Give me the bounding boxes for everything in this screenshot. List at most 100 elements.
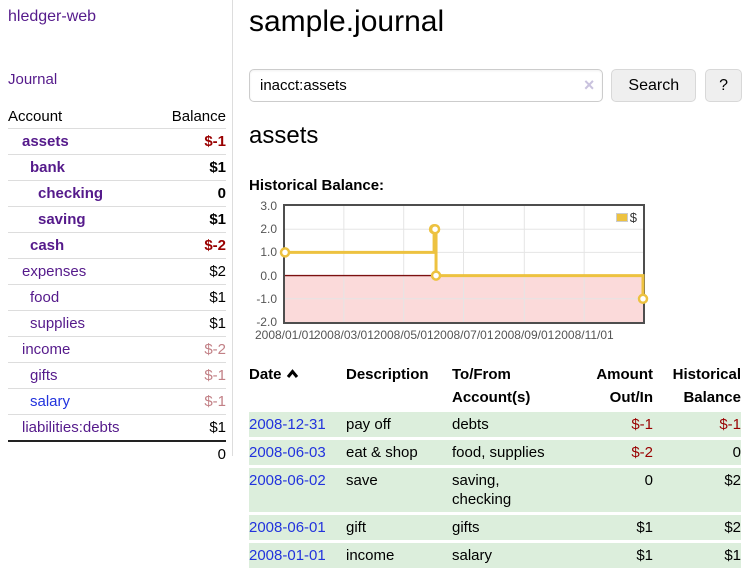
account-link[interactable]: supplies: [30, 315, 86, 332]
transaction-balance: $1: [653, 543, 741, 568]
register-header-accounts: To/From Account(s): [452, 366, 531, 406]
y-axis-tick-label: 1.0: [260, 245, 277, 260]
account-row: gifts $-1: [8, 363, 226, 389]
transaction-amount: $1: [580, 543, 653, 568]
account-balance: $1: [209, 315, 226, 332]
transaction-date-link[interactable]: 2008-06-03: [249, 444, 326, 461]
x-axis-tick-label: 2008/09/01: [494, 328, 555, 342]
transaction-description: income: [346, 543, 452, 568]
x-axis-tick-label: 2008/05/01: [373, 328, 434, 342]
account-row: income $-2: [8, 337, 226, 363]
search-form: × Search ?: [249, 69, 742, 102]
search-input-wrap: ×: [249, 69, 604, 102]
register-header-row: Date Description To/From Account(s) Amou…: [249, 363, 741, 409]
account-balance: $1: [209, 419, 226, 436]
transaction-amount: $1: [580, 515, 653, 540]
accounts-header-account: Account: [8, 108, 63, 125]
search-input[interactable]: [249, 69, 604, 102]
transaction-description: save: [346, 468, 452, 512]
register-header-balance: Historical Balance: [672, 366, 741, 406]
y-axis-tick-label: 0.0: [260, 268, 277, 283]
transaction-amount: $-2: [580, 440, 653, 465]
accounts-table-header: Account Balance: [8, 105, 226, 129]
account-row: food $1: [8, 285, 226, 311]
register-header-description: Description: [346, 366, 429, 383]
transaction-date-link[interactable]: 2008-12-31: [249, 416, 326, 433]
transaction-row[interactable]: 2008-01-01 income salary $1 $1: [249, 543, 741, 568]
transaction-row[interactable]: 2008-06-01 gift gifts $1 $2: [249, 515, 741, 540]
accounts-total-row: 0: [8, 441, 226, 467]
account-heading: assets: [249, 122, 319, 149]
accounts-total-balance: 0: [217, 446, 226, 463]
accounts-table: Account Balance assets $-1 bank $1 checking 0…: [8, 105, 226, 467]
chart-canvas: [279, 206, 649, 322]
x-axis-tick-label: 2008/03/01: [313, 328, 374, 342]
transaction-balance: $-1: [653, 412, 741, 437]
sidebar-item-journal[interactable]: Journal: [8, 71, 58, 88]
account-link[interactable]: bank: [30, 159, 66, 176]
transaction-description: pay off: [346, 412, 452, 437]
account-link[interactable]: salary: [30, 393, 71, 410]
account-link[interactable]: gifts: [30, 367, 58, 384]
register-header-date[interactable]: Date: [249, 363, 346, 409]
transaction-date-link[interactable]: 2008-06-01: [249, 519, 326, 536]
clear-search-icon[interactable]: ×: [583, 75, 595, 95]
account-link[interactable]: expenses: [22, 263, 87, 280]
search-button[interactable]: Search: [611, 69, 697, 102]
x-axis-tick-label: 2008/07/01: [433, 328, 494, 342]
x-axis-tick-label: 2008/11/01: [554, 328, 614, 342]
sort-ascending-icon: [286, 363, 299, 386]
transaction-row[interactable]: 2008-06-02 save saving, checking 0 $2: [249, 468, 741, 512]
account-balance: $-1: [204, 393, 226, 410]
page-title: sample.journal: [249, 5, 445, 38]
account-link[interactable]: saving: [38, 211, 86, 228]
account-row: bank $1: [8, 155, 226, 181]
account-balance: $1: [209, 211, 226, 228]
account-balance: $-2: [204, 237, 226, 254]
y-axis-tick-label: -1.0: [256, 291, 277, 306]
chart-title: Historical Balance:: [249, 177, 385, 194]
brand-link[interactable]: hledger-web: [8, 8, 97, 25]
legend-swatch-icon: [615, 213, 628, 222]
account-balance: $1: [209, 289, 226, 306]
account-balance: 0: [217, 185, 226, 202]
transaction-accounts: salary: [452, 543, 580, 568]
account-link[interactable]: liabilities:debts: [22, 419, 120, 436]
transaction-balance: $2: [653, 468, 741, 512]
transaction-accounts: food, supplies: [452, 440, 580, 465]
account-row: salary $-1: [8, 389, 226, 415]
account-balance: $-2: [204, 341, 226, 358]
account-link[interactable]: cash: [30, 237, 65, 254]
sidebar: hledger-web Journal Account Balance asse…: [0, 0, 233, 463]
transaction-accounts: saving, checking: [452, 468, 580, 512]
account-balance: $2: [209, 263, 226, 280]
account-link[interactable]: income: [22, 341, 71, 358]
transaction-description: eat & shop: [346, 440, 452, 465]
sidebar-nav: Journal: [8, 71, 226, 88]
account-row: checking 0: [8, 181, 226, 207]
transaction-amount: 0: [580, 468, 653, 512]
transaction-description: gift: [346, 515, 452, 540]
account-link[interactable]: food: [30, 289, 60, 306]
account-row: supplies $1: [8, 311, 226, 337]
transaction-amount: $-1: [580, 412, 653, 437]
transaction-accounts: debts: [452, 412, 580, 437]
transaction-date-link[interactable]: 2008-06-02: [249, 472, 326, 489]
account-balance: $-1: [204, 133, 226, 150]
chart-plot-area: $: [279, 204, 649, 324]
register-table: Date Description To/From Account(s) Amou…: [249, 360, 741, 571]
y-axis-tick-label: 2.0: [260, 222, 277, 237]
account-row: cash $-2: [8, 233, 226, 259]
accounts-header-balance: Balance: [171, 108, 226, 125]
transaction-date-link[interactable]: 2008-01-01: [249, 547, 326, 564]
x-axis-tick-label: 2008/01/01: [254, 328, 316, 342]
transaction-accounts: gifts: [452, 515, 580, 540]
account-row: saving $1: [8, 207, 226, 233]
help-button[interactable]: ?: [705, 69, 742, 102]
transaction-row[interactable]: 2008-12-31 pay off debts $-1 $-1: [249, 412, 741, 437]
transaction-row[interactable]: 2008-06-03 eat & shop food, supplies $-2 0: [249, 440, 741, 465]
account-balance: $-1: [204, 367, 226, 384]
account-link[interactable]: checking: [38, 185, 104, 202]
account-link[interactable]: assets: [22, 133, 69, 150]
